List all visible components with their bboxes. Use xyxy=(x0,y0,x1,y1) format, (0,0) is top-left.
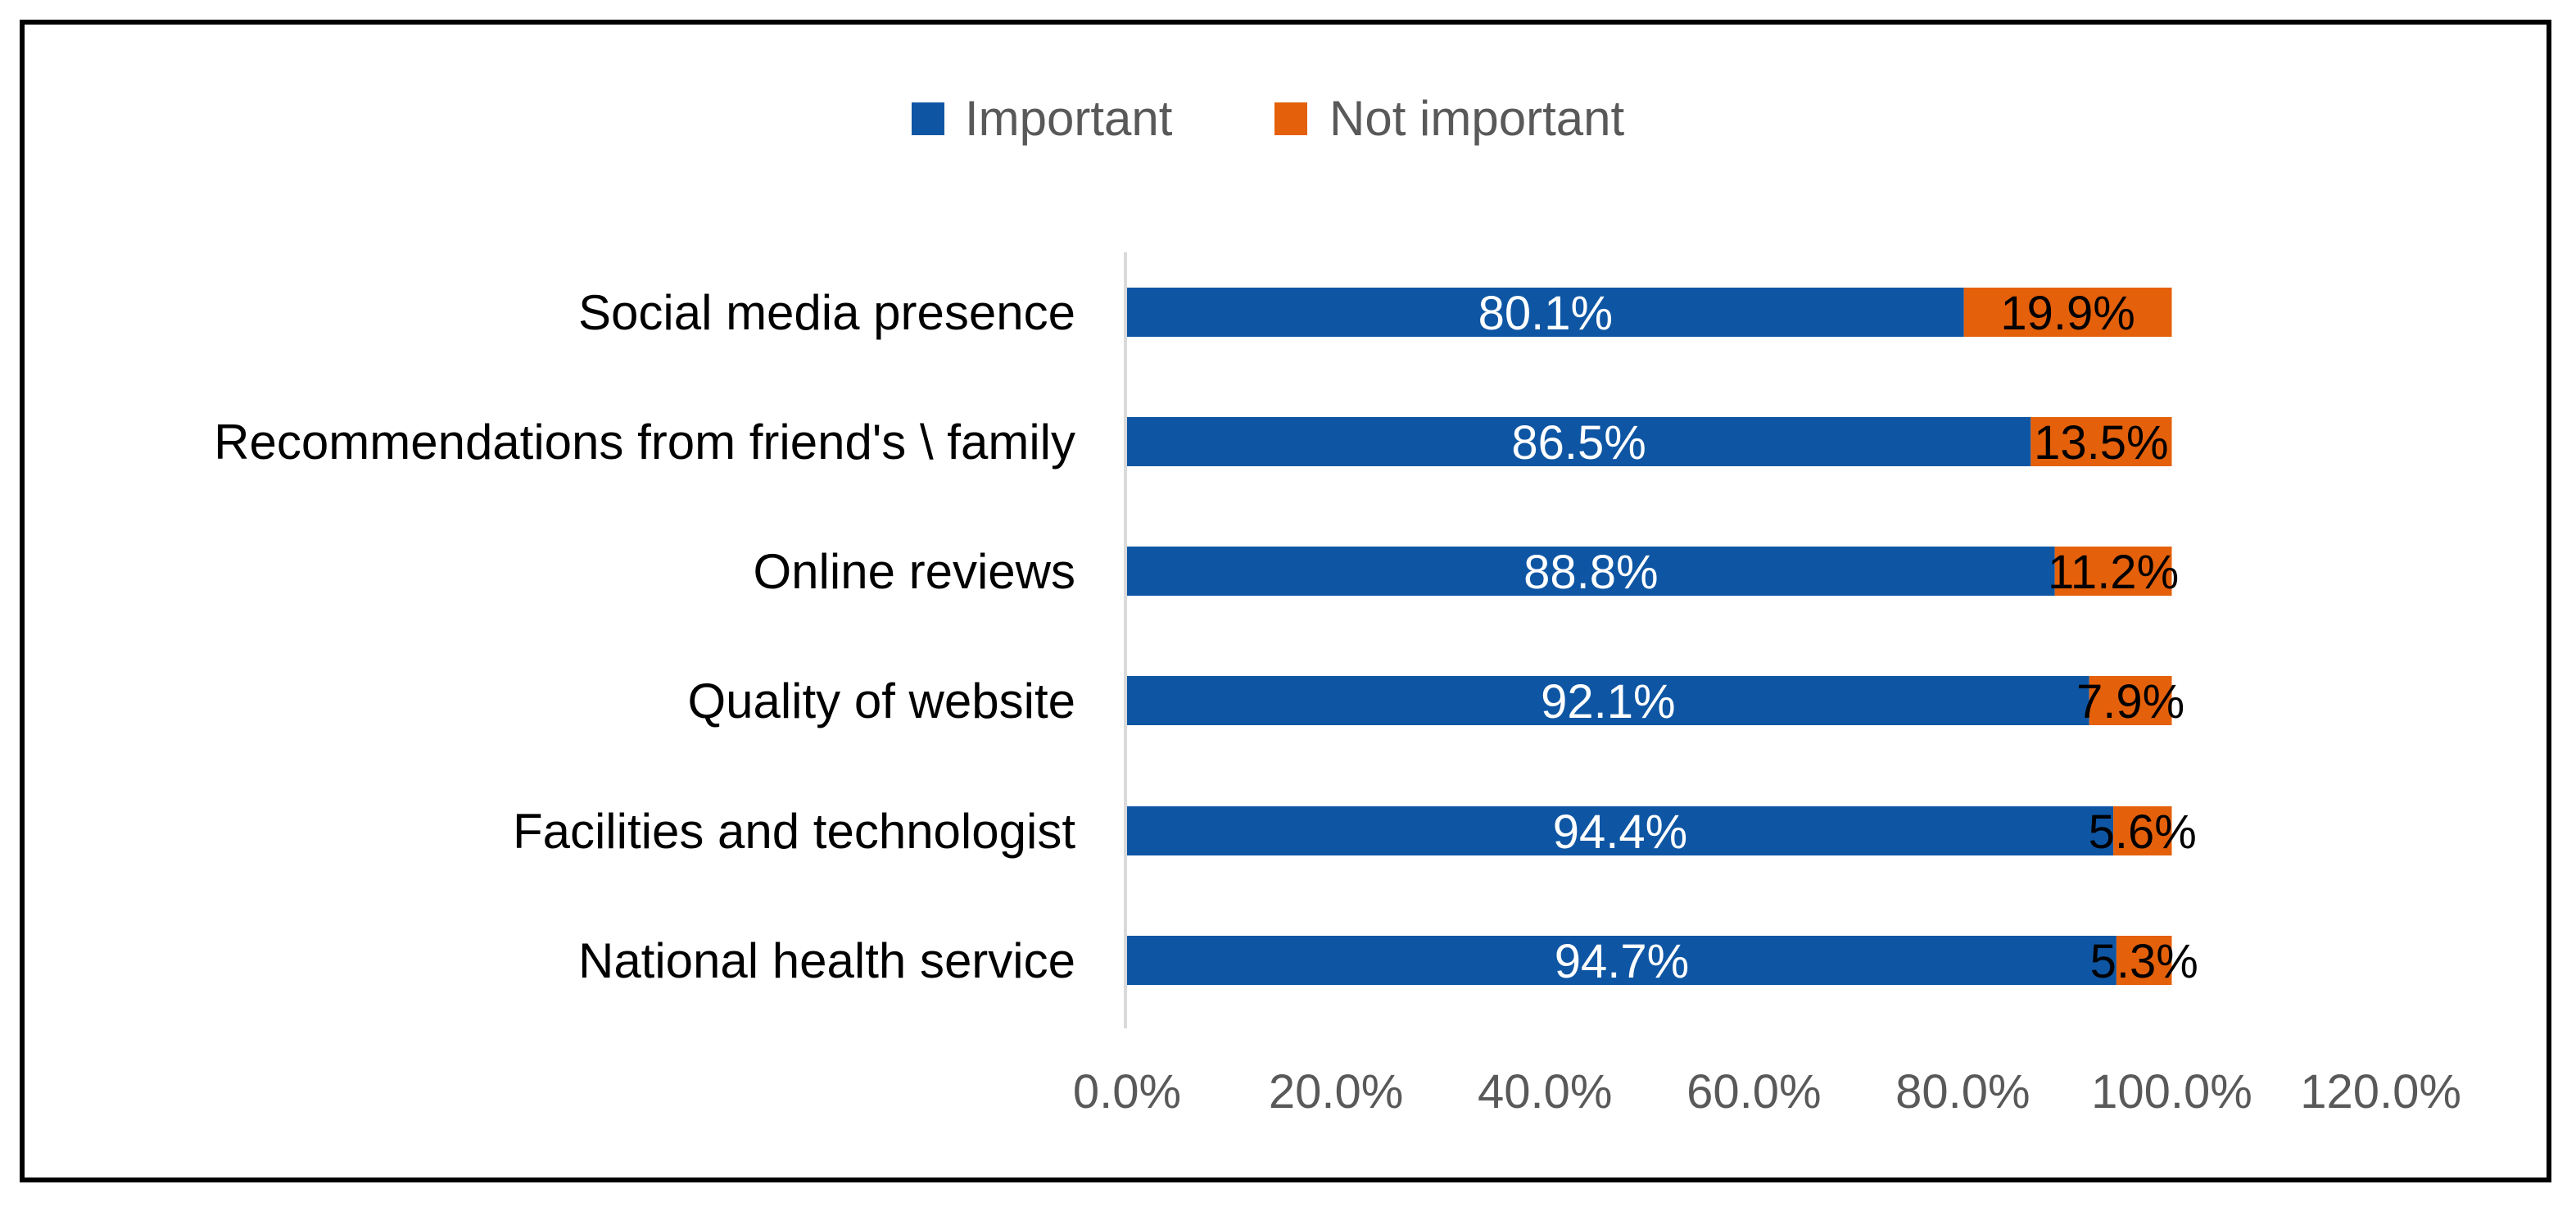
data-label-important-3: 92.1% xyxy=(1541,675,1675,728)
data-label-not-important-2: 11.2% xyxy=(2048,546,2179,599)
category-labels: Social media presence Recommendations fro… xyxy=(214,285,1075,988)
bar-not-important-2 xyxy=(2054,547,2172,596)
data-label-important-2: 88.8% xyxy=(1523,546,1658,599)
bars xyxy=(1127,288,2172,985)
bar-important-4 xyxy=(1127,806,2114,855)
x-tick-label-3: 60.0% xyxy=(1686,1065,1821,1119)
legend-label-important: Important xyxy=(965,91,1173,146)
legend-label-not-important: Not important xyxy=(1329,91,1624,146)
data-label-important-4: 94.4% xyxy=(1553,805,1687,859)
category-label-2: Online reviews xyxy=(754,544,1076,599)
x-tick-label-5: 100.0% xyxy=(2091,1065,2252,1119)
chart-frame: Important Not important Social media pres… xyxy=(20,20,2551,1182)
bar-not-important-5 xyxy=(2116,936,2172,985)
bar-important-2 xyxy=(1127,547,2055,596)
category-label-0: Social media presence xyxy=(578,285,1075,340)
bar-important-5 xyxy=(1127,936,2116,985)
x-tick-label-2: 40.0% xyxy=(1478,1065,1612,1119)
category-label-4: Facilities and technologist xyxy=(513,804,1075,859)
bar-important-0 xyxy=(1127,288,1964,337)
category-label-5: National health service xyxy=(578,933,1075,988)
legend: Important Not important xyxy=(912,91,1624,146)
bar-important-3 xyxy=(1127,676,2089,725)
x-tick-label-6: 120.0% xyxy=(2300,1065,2461,1119)
bar-not-important-0 xyxy=(1963,288,2172,337)
data-label-important-0: 80.1% xyxy=(1478,287,1613,340)
data-label-not-important-4: 5.6% xyxy=(2089,805,2197,859)
bar-important-1 xyxy=(1127,417,2031,466)
data-label-important-5: 94.7% xyxy=(1555,935,1689,988)
data-label-not-important-0: 19.9% xyxy=(2000,287,2135,340)
data-labels: 80.1% 19.9% 86.5% 13.5% 88.8% 11.2% 92.1% 7.9% 9… xyxy=(1478,287,2198,988)
legend-swatch-important xyxy=(912,102,944,135)
x-tick-label-1: 20.0% xyxy=(1269,1065,1403,1119)
data-label-important-1: 86.5% xyxy=(1511,416,1646,470)
stacked-bar-chart: Important Not important Social media pres… xyxy=(214,91,2461,1119)
legend-swatch-not-important xyxy=(1274,102,1307,135)
data-label-not-important-3: 7.9% xyxy=(2076,675,2184,728)
bar-not-important-3 xyxy=(2089,676,2172,725)
x-tick-label-0: 0.0% xyxy=(1073,1065,1181,1119)
category-label-3: Quality of website xyxy=(687,674,1075,728)
data-label-not-important-1: 13.5% xyxy=(2034,416,2168,470)
data-label-not-important-5: 5.3% xyxy=(2090,935,2198,988)
bar-not-important-4 xyxy=(2113,806,2172,855)
category-label-1: Recommendations from friend's \ family xyxy=(214,415,1075,470)
bar-not-important-1 xyxy=(2030,417,2172,466)
x-tick-label-4: 80.0% xyxy=(1895,1065,2030,1119)
x-axis-tick-labels: 0.0% 20.0% 40.0% 60.0% 80.0% 100.0% 120.0% xyxy=(1073,1065,2461,1119)
